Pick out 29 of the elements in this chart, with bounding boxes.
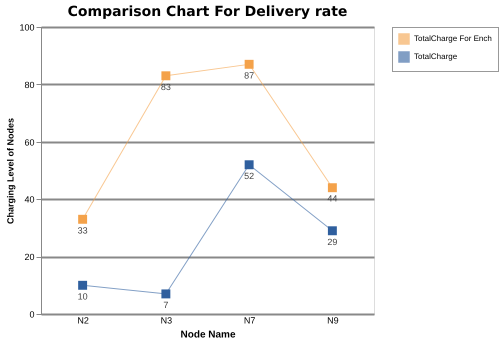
x-tick-label: N2 <box>77 316 89 326</box>
point <box>328 183 337 192</box>
point <box>161 289 170 298</box>
x-axis-title: Node Name <box>180 330 236 340</box>
point <box>161 71 170 80</box>
y-tick-label: 60 <box>24 137 34 148</box>
point <box>244 160 254 170</box>
y-tick-label: 40 <box>24 194 34 205</box>
legend-label: TotalCharge For Ench <box>414 34 492 43</box>
legend-label: TotalCharge <box>414 52 458 61</box>
data-label: 7 <box>163 300 168 310</box>
y-tick-label: 80 <box>24 80 34 90</box>
data-label: 29 <box>327 236 338 247</box>
point <box>78 214 88 224</box>
x-tick-label: N9 <box>327 316 339 326</box>
point <box>78 280 88 290</box>
x-tick-label: N7 <box>244 316 256 326</box>
data-label: 87 <box>244 70 254 80</box>
chart-title: Comparison Chart For Delivery rate <box>68 4 348 20</box>
y-tick-label: 100 <box>19 22 34 32</box>
y-tick-label: 20 <box>24 252 34 262</box>
data-label: 52 <box>244 170 254 181</box>
data-label: 10 <box>78 291 88 302</box>
data-label: 33 <box>78 225 88 236</box>
y-axis-title: Charging Level of Nodes <box>5 118 16 224</box>
y-tick-label: 0 <box>29 310 34 320</box>
point <box>328 226 337 236</box>
x-tick-label: N3 <box>160 316 172 326</box>
point <box>244 60 254 69</box>
